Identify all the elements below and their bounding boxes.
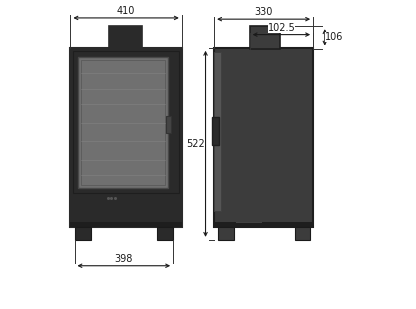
Bar — [73, 51, 179, 193]
Text: 330: 330 — [255, 7, 273, 17]
Text: 102.5: 102.5 — [267, 23, 295, 33]
Bar — [70, 222, 182, 227]
Bar — [70, 48, 182, 227]
Text: 522: 522 — [186, 139, 205, 149]
Bar — [214, 222, 313, 227]
Bar — [214, 48, 313, 227]
Bar — [295, 227, 310, 240]
Bar — [78, 57, 168, 188]
Bar — [212, 117, 218, 145]
Bar — [166, 116, 171, 133]
Bar — [109, 26, 141, 49]
Bar — [157, 227, 173, 240]
Text: 410: 410 — [117, 6, 135, 16]
Bar — [218, 227, 234, 240]
Text: 398: 398 — [115, 254, 133, 264]
Bar — [250, 26, 280, 49]
Text: 106: 106 — [325, 32, 343, 42]
Bar — [74, 227, 91, 240]
Bar — [81, 60, 165, 185]
Bar — [214, 52, 221, 211]
